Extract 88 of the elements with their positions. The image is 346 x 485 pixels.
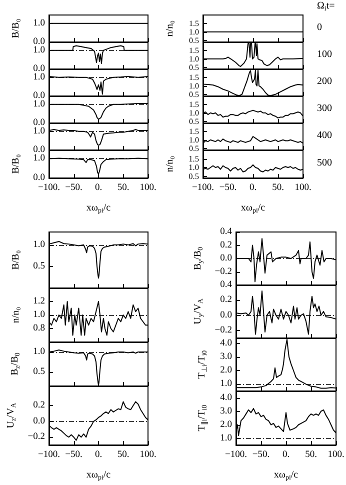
y-tick-label: 1.0 [220,379,232,390]
x-tick-label: −100. [192,183,214,193]
y-tick-label: 0.5 [189,36,199,45]
text: 500 [317,158,332,168]
y-tick-label: 1.0 [33,154,46,164]
y-tick-label: 1.0 [189,54,199,64]
y-tick-label: 0.5 [33,367,46,377]
x-tick-label: −50. [65,183,82,193]
y-tick-label: 1.0 [33,310,46,320]
y-tick-label: 1.0 [33,126,46,136]
x-tick-label: 50. [305,450,317,460]
text: 0 [317,22,322,33]
y-tick-label: 1.2 [33,296,46,306]
y-tick-label: 3.0 [220,406,232,416]
x-tick-label: 100. [140,450,156,460]
y-tick-label: 3.0 [220,352,232,362]
y-tick-label: 1.5 [189,100,199,109]
y-tick-label: 1.0 [189,81,199,90]
y-tick-label: 1.0 [189,27,199,36]
y-tick-label: 1.0 [33,240,46,250]
y-tick-label: 1.0 [33,347,46,357]
x-tick-label: 0. [94,183,102,193]
x-tick-label: −50. [65,450,82,460]
y-tick-label: 0.5 [189,144,199,153]
text: 300 [317,103,332,114]
y-tick-label: 0.0 [33,173,46,183]
x-tick-label: 50. [117,450,130,460]
y-tick-label: 1.0 [189,135,199,144]
y-axis-title: n/n₀ [10,306,22,324]
y-tick-label: 0.0 [220,310,232,320]
y-tick-label: 1.0 [220,433,232,444]
y-tick-label: 1.0 [189,108,199,118]
x-tick-label: −100. [38,450,60,460]
y-tick-label: −0.2 [214,266,232,277]
y-tick-label: 4.0 [220,338,232,348]
y-axis-title: n/n₀ [164,155,176,172]
y-tick-label: 0.0 [220,254,232,264]
y-tick-label: 1.5 [189,72,199,82]
y-axis-title: B/B₀ [10,18,22,38]
y-tick-label: 2.0 [220,420,232,430]
x-tick-label: 0. [249,183,257,193]
y-tick-label: 0.5 [189,116,199,126]
y-tick-label: −0.2 [214,325,232,336]
y-tick-label: 1.0 [33,99,46,110]
y-tick-label: 4.0 [220,392,232,403]
x-tick-label: 100. [140,183,156,193]
y-tick-label: 0.0 [33,91,46,101]
y-tick-label: 1.5 [189,46,199,55]
y-tick-label: 0.5 [189,90,199,99]
y-tick-label: 0.5 [33,261,46,272]
y-tick-label: 1.5 [188,154,199,164]
x-tick-label: 50. [117,183,130,193]
y-tick-label: 0.0 [33,145,46,155]
text: 200 [317,76,332,87]
y-tick-label: 1.0 [33,45,46,56]
y-tick-label: 1.0 [33,18,46,28]
y-tick-label: 0.5 [188,172,199,181]
y-tick-label: 0.2 [33,400,46,411]
y-tick-label: 1.0 [188,163,199,172]
x-tick-label: −50. [219,183,237,193]
y-tick-label: 0.2 [220,295,232,306]
x-tick-label: −50. [252,450,270,460]
y-tick-label: 1.0 [33,72,46,82]
y-tick-label: 0.0 [33,118,46,128]
y-tick-label: 0.0 [33,64,46,74]
x-tick-label: 100. [294,183,312,193]
x-tick-label: 100. [328,450,344,460]
y-axis-title: B/B₀ [10,250,22,270]
x-tick-label: 0. [94,450,102,460]
y-tick-label: 2.0 [220,366,232,376]
text: 100 [317,49,332,60]
x-tick-label: −100. [225,450,247,460]
y-tick-label: −0.2 [28,432,46,442]
y-tick-label: 0.4 [220,227,232,237]
y-tick-label: 0.0 [33,416,46,426]
y-tick-label: 0.5 [189,62,199,72]
y-tick-label: 0.0 [33,37,46,47]
y-tick-label: 1.5 [189,18,199,28]
text: 400 [317,130,332,141]
y-tick-label: 0.4 [220,280,232,290]
y-axis-title: n/n₀ [164,20,176,37]
y-tick-label: 0.8 [33,324,46,334]
y-axis-title: B/B₀ [10,154,22,174]
x-tick-label: 50. [272,183,284,193]
x-tick-label: 0. [282,450,290,460]
x-tick-label: −100. [38,183,60,193]
y-tick-label: 1.5 [189,126,199,136]
y-tick-label: 0.2 [220,240,232,250]
